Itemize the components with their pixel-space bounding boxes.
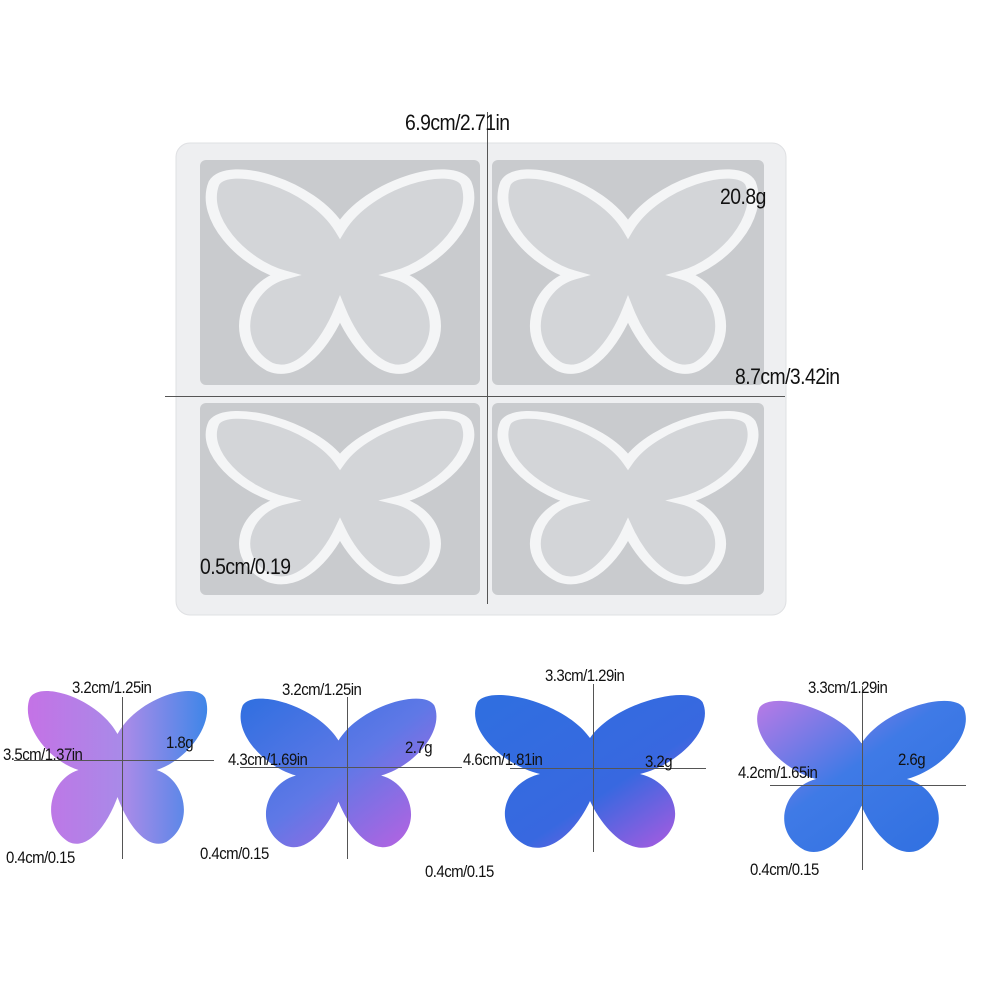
piece-4-height-label: 3.3cm/1.29in [808,678,888,697]
mold-width-label: 6.9cm/2.71in [405,110,510,135]
piece-4-horizontal-line [770,785,966,786]
piece-3-height-label: 3.3cm/1.29in [545,666,625,685]
mold-horizontal-line [165,396,785,397]
mold-vertical-line [487,112,488,604]
piece-1-height-label: 3.2cm/1.25in [72,678,152,697]
piece-4-thickness-label: 0.4cm/0.15 [750,860,819,879]
piece-3-thickness-label: 0.4cm/0.15 [425,862,494,881]
butterfly-piece-2 [240,698,437,848]
piece-3-width-label: 4.6cm/1.81in [463,750,543,769]
mold-weight-label: 20.8g [720,184,766,209]
piece-1-horizontal-line [14,760,214,761]
piece-2-vertical-line [347,697,348,859]
piece-2-horizontal-line [240,767,462,768]
mold-height-label: 8.7cm/3.42in [735,364,840,389]
piece-4-weight-label: 2.6g [898,750,926,769]
piece-3-horizontal-line [510,768,706,769]
butterfly-piece-1 [27,690,208,844]
piece-2-weight-label: 2.7g [405,738,433,757]
silicone-mold [175,142,787,616]
piece-2-height-label: 3.2cm/1.25in [282,680,362,699]
piece-1-vertical-line [122,697,123,859]
piece-1-weight-label: 1.8g [166,733,194,752]
piece-2-thickness-label: 0.4cm/0.15 [200,844,269,863]
piece-1-width-label: 3.5cm/1.37in [3,745,83,764]
piece-2-width-label: 4.3cm/1.69in [228,750,308,769]
piece-1-thickness-label: 0.4cm/0.15 [6,848,75,867]
piece-4-vertical-line [862,686,863,870]
piece-4-width-label: 4.2cm/1.65in [738,763,818,782]
piece-3-weight-label: 3.2g [645,752,673,771]
mold-thickness-label: 0.5cm/0.19 [200,554,291,579]
